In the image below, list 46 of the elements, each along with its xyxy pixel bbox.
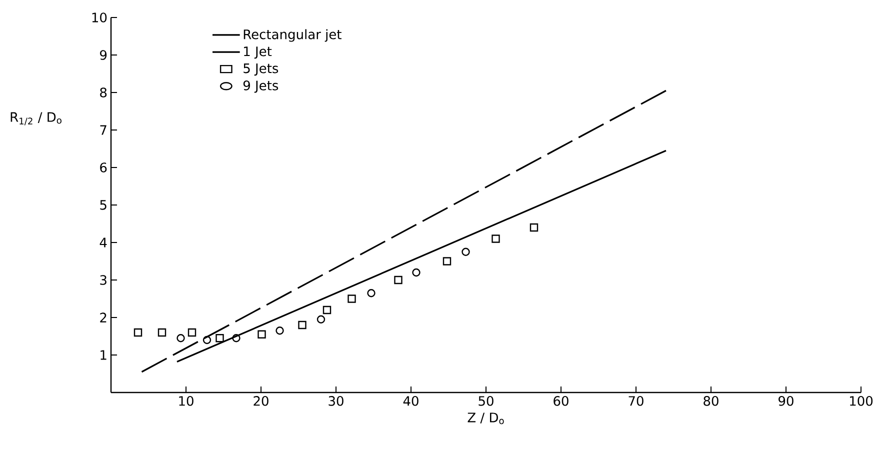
x-tick-label: 90 bbox=[778, 396, 794, 406]
y-tick-label: 2 bbox=[100, 312, 106, 322]
legend-label: 9 Jets bbox=[243, 80, 278, 93]
x-tick-label: 70 bbox=[628, 396, 644, 406]
y-tick-label: 1 bbox=[100, 350, 106, 360]
point bbox=[298, 320, 306, 330]
y-tick-label: 7 bbox=[100, 125, 106, 135]
point bbox=[442, 257, 452, 266]
y-tick-label: 4 bbox=[100, 238, 107, 248]
point bbox=[232, 334, 240, 342]
legend-label: Rectangular jet bbox=[244, 29, 342, 42]
x-tick-label: 10 bbox=[179, 396, 194, 406]
legend-label: 5 Jets bbox=[244, 64, 278, 76]
point bbox=[158, 328, 166, 337]
point bbox=[348, 294, 356, 303]
x-tick-label: 40 bbox=[403, 396, 418, 406]
x-tick-label: 20 bbox=[254, 396, 268, 406]
point bbox=[412, 268, 420, 277]
legend-label: 1 Jet bbox=[244, 46, 272, 59]
y-tick-label: 3 bbox=[100, 275, 106, 285]
point bbox=[462, 248, 470, 256]
point bbox=[216, 334, 224, 342]
point bbox=[188, 328, 196, 337]
y-tick-label: 9 bbox=[100, 50, 107, 60]
x-tick-label: 100 bbox=[850, 396, 873, 406]
point bbox=[202, 336, 212, 344]
point bbox=[258, 330, 266, 338]
y-axis-title: R$_{1/2}$ / D$_{o}$ bbox=[10, 112, 62, 126]
point bbox=[367, 289, 376, 298]
y-tick-label: 8 bbox=[100, 88, 107, 98]
point bbox=[530, 223, 538, 232]
x-axis-title: Z / D$_{o}$ bbox=[468, 412, 504, 424]
point bbox=[316, 315, 326, 324]
y-tick-label: 6 bbox=[100, 162, 107, 172]
x-tick-label: 30 bbox=[328, 396, 344, 406]
point bbox=[176, 334, 185, 342]
point bbox=[134, 328, 142, 337]
x-tick-label: 60 bbox=[554, 396, 568, 406]
y-tick-label: 10 bbox=[92, 12, 107, 22]
point bbox=[276, 326, 284, 335]
x-tick-label: 50 bbox=[478, 396, 494, 406]
y-tick-label: 5 bbox=[100, 200, 106, 210]
point bbox=[394, 276, 402, 284]
point bbox=[492, 234, 500, 243]
x-tick-label: 80 bbox=[704, 396, 718, 406]
point bbox=[322, 306, 332, 314]
